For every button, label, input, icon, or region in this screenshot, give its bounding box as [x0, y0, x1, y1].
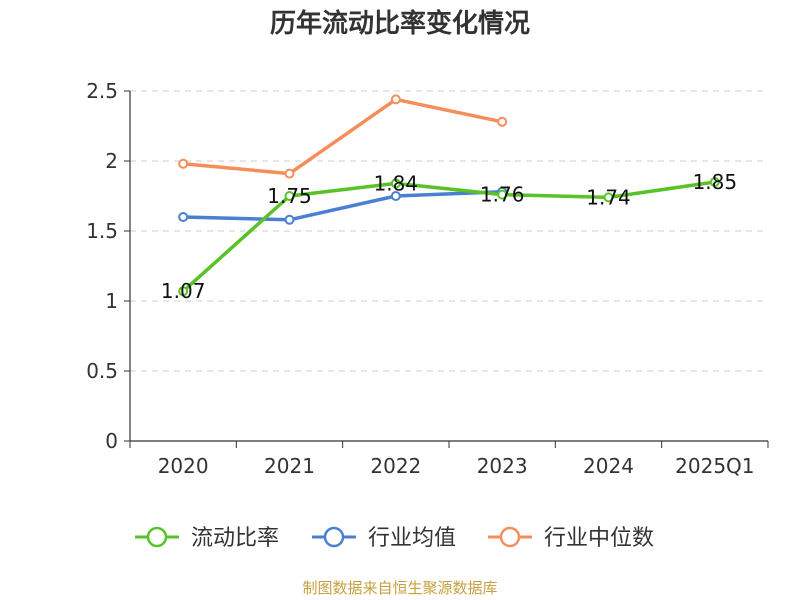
legend-item-0[interactable]: 流动比率 [135, 526, 279, 551]
point-2-3[interactable] [497, 116, 508, 127]
y-tick-label-1: 0.5 [86, 359, 118, 383]
point-1-0[interactable] [178, 212, 189, 222]
legend-marker-0 [146, 526, 168, 548]
y-tick-label-4: 2 [105, 149, 118, 173]
point-2-1[interactable] [284, 168, 295, 179]
y-tick-label-2: 1 [105, 289, 118, 313]
point-0-5[interactable] [709, 177, 720, 187]
data-label-5: 1.85 [693, 170, 738, 194]
y-tick-label-0: 0 [105, 429, 118, 453]
data-labels: 1.07 1.75 1.84 1.76 1.74 1.85 [161, 170, 737, 303]
point-0-4[interactable] [603, 192, 614, 203]
data-label-3: 1.76 [480, 183, 525, 207]
data-label-1: 1.75 [267, 184, 312, 208]
x-tick-label-4: 2024 [583, 454, 634, 478]
legend-marker-1 [323, 526, 345, 548]
legend-item-2[interactable]: 行业中位数 [488, 526, 654, 551]
point-0-1[interactable] [284, 191, 295, 201]
y-tick-label-3: 1.5 [86, 219, 118, 243]
grid-lines [130, 90, 768, 372]
source-note: 制图数据来自恒生聚源数据库 [302, 579, 497, 597]
legend-marker-2 [499, 526, 521, 548]
x-tick-label-1: 2021 [264, 454, 315, 478]
legend-item-1[interactable]: 行业均值 [312, 526, 456, 551]
series-line-2 [181, 97, 504, 176]
point-0-2[interactable] [390, 178, 401, 189]
x-tick-label-3: 2023 [477, 454, 528, 478]
chart-title: 历年流动比率变化情况 [270, 8, 530, 39]
y-tick-label-5: 2.5 [86, 79, 118, 103]
data-label-4: 1.74 [586, 185, 631, 209]
x-tick-label-2: 2022 [370, 454, 421, 478]
series-group [178, 94, 720, 297]
point-0-0[interactable] [178, 286, 189, 297]
series-line-1 [181, 190, 504, 222]
y-axis: 0 0.5 1 1.5 2 2.5 [86, 79, 131, 453]
x-axis: 2020 2021 2022 2023 2024 2025Q1 [129, 440, 769, 478]
legend-label-2: 行业中位数 [544, 526, 654, 551]
legend-label-1: 行业均值 [368, 526, 456, 551]
data-label-0: 1.07 [161, 279, 206, 303]
point-0-3[interactable] [497, 189, 508, 200]
point-1-2[interactable] [390, 191, 401, 201]
legend-label-0: 流动比率 [191, 526, 279, 551]
point-1-1[interactable] [284, 214, 295, 225]
point-2-2[interactable] [390, 94, 401, 105]
series-line-0 [181, 180, 717, 293]
point-2-0[interactable] [178, 158, 189, 169]
data-label-2: 1.84 [374, 171, 419, 195]
legend[interactable]: 流动比率 行业均值 行业中位数 [135, 526, 654, 551]
x-tick-label-0: 2020 [158, 454, 209, 478]
x-tick-label-5: 2025Q1 [675, 454, 754, 478]
